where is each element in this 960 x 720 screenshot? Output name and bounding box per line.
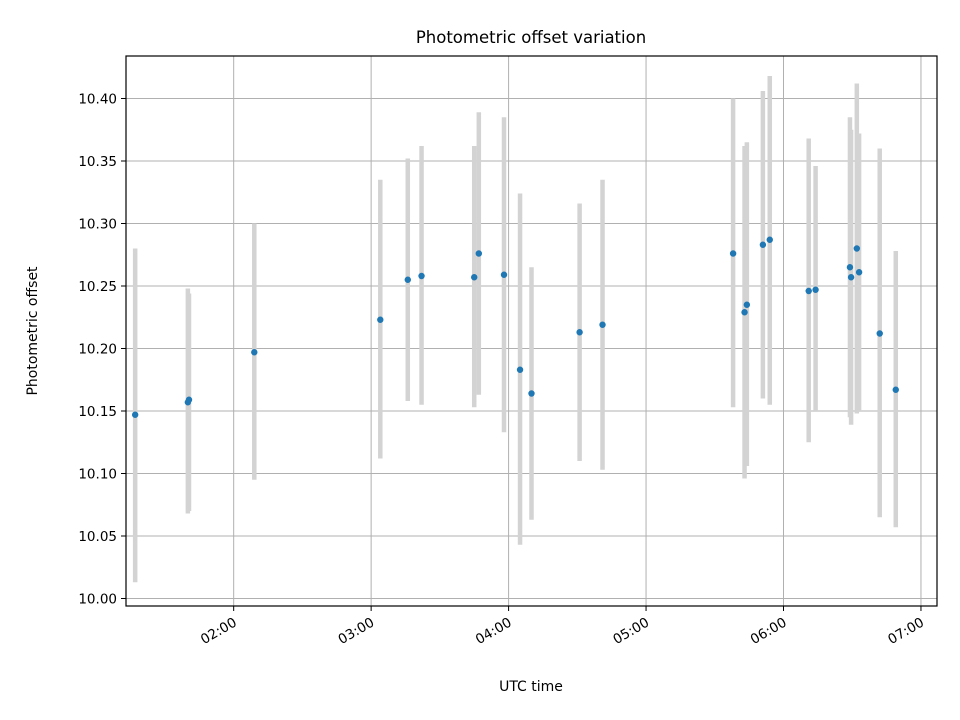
data-point — [853, 245, 861, 252]
x-tick-label: 06:00 — [748, 615, 790, 648]
x-tick-label: 05:00 — [610, 615, 652, 648]
data-point — [404, 276, 411, 283]
data-point — [729, 250, 737, 257]
data-point — [418, 272, 425, 280]
x-tick-label: 07:00 — [885, 615, 927, 648]
y-tick-label: 10.40 — [78, 92, 117, 108]
chart-title: Photometric offset variation — [416, 28, 646, 47]
y-tick-label: 10.10 — [78, 467, 117, 483]
data-point — [185, 396, 193, 403]
data-point — [847, 274, 855, 281]
y-tick-label: 10.20 — [78, 342, 117, 358]
point-layer — [131, 236, 899, 418]
x-tick-label: 02:00 — [198, 615, 240, 648]
data-point — [766, 236, 773, 243]
x-tick-label: 04:00 — [473, 615, 515, 648]
data-point — [576, 329, 583, 336]
y-tick-label: 10.00 — [78, 592, 117, 608]
data-point — [876, 330, 883, 337]
data-point — [812, 286, 819, 293]
data-point — [743, 301, 751, 308]
y-tick-label: 10.35 — [78, 154, 117, 170]
data-point — [131, 411, 139, 418]
x-axis-label: UTC time — [499, 679, 563, 695]
data-point — [377, 316, 384, 323]
y-tick-label: 10.05 — [78, 529, 117, 545]
data-point — [759, 241, 767, 248]
plot-frame — [125, 55, 938, 607]
x-tick-label: 03:00 — [335, 615, 377, 648]
y-axis-label: Photometric offset — [25, 266, 41, 396]
error-bar-layer — [132, 76, 899, 583]
y-tick-label: 10.15 — [78, 404, 117, 420]
data-point — [475, 250, 483, 257]
y-tick-label: 10.30 — [78, 217, 117, 233]
data-point — [892, 386, 899, 393]
data-point — [471, 274, 478, 281]
data-point — [805, 287, 812, 295]
data-point — [251, 349, 258, 356]
data-point — [599, 321, 606, 328]
data-point — [846, 264, 854, 271]
data-point — [855, 269, 863, 276]
data-point — [516, 366, 524, 373]
data-point — [528, 390, 535, 397]
data-point — [741, 309, 748, 316]
data-point — [500, 271, 508, 278]
y-tick-label: 10.25 — [78, 279, 117, 295]
